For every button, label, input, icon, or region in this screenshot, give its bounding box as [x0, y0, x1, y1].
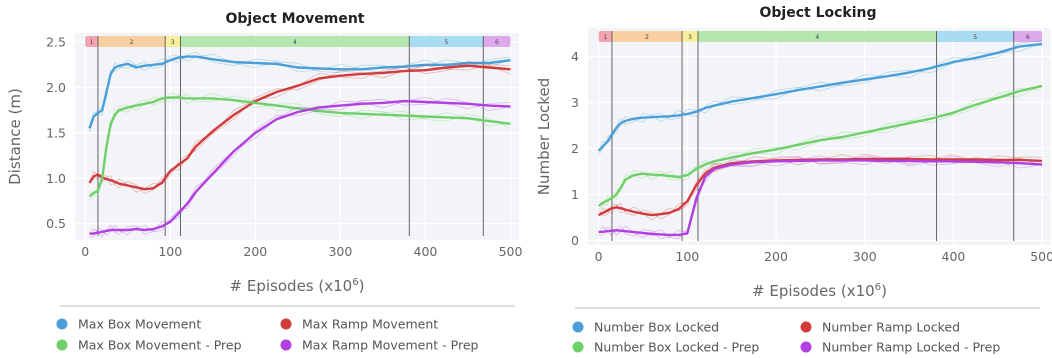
legend-label-number-box-locked: Number Box Locked: [594, 320, 719, 335]
y-tick-label: 1: [571, 187, 579, 202]
series-line-max-box-movement-prep: [88, 96, 511, 198]
phase-label-2: 2: [130, 39, 134, 46]
legend-label-number-ramp-locked: Number Ramp Locked: [822, 320, 960, 335]
legend-marker-number-box-locked: [572, 321, 584, 333]
phase-label-4: 4: [815, 34, 819, 41]
series-line-number-ramp-locked: [598, 157, 1043, 217]
series-line-max-ramp-movement: [88, 64, 511, 191]
y-tick-label: 4: [571, 49, 579, 64]
legend-marker-number-ramp-locked: [800, 321, 812, 333]
phase-band-4: [697, 31, 937, 42]
phase-band-5: [409, 36, 484, 47]
phase-label-5: 5: [444, 39, 448, 46]
phase-label-4: 4: [293, 39, 297, 46]
object-movement-chart: 1 2 3 4 5 6 0 100 200 300 400 500 0.5 1.0 1.5 2.0 2.5 Obj…: [6, 11, 522, 353]
x-axis-label: # Episodes (x106): [230, 277, 365, 295]
x-tick-label: 300: [328, 244, 352, 259]
object-locking-chart: 1 2 3 4 5 6 0 100 200 300 400 500 0 1 2 3 4 Object Lockin…: [535, 5, 1052, 355]
y-axis-label: Number Locked: [535, 78, 553, 195]
series-line-number-box-locked: [597, 42, 1043, 152]
phase-band-4: [180, 36, 410, 47]
legend-marker-max-box-movement-prep: [56, 339, 68, 351]
phase-label-5: 5: [973, 34, 977, 41]
legend-label-max-ramp-movement: Max Ramp Movement: [302, 317, 438, 332]
phase-label-6: 6: [495, 39, 499, 46]
legend-label-number-ramp-locked-prep: Number Ramp Locked - Prep: [822, 340, 1000, 355]
phase-band-6: [483, 36, 511, 47]
y-tick-label: 3: [571, 95, 579, 110]
phase-label-3: 3: [171, 39, 175, 46]
y-tick-label: 1.5: [46, 125, 66, 140]
x-tick-label: 0: [81, 244, 89, 259]
phase-label-1: 1: [90, 39, 94, 46]
legend-label-max-box-movement-prep: Max Box Movement - Prep: [78, 338, 242, 353]
x-tick-label: 200: [243, 244, 267, 259]
x-tick-label: 500: [1030, 249, 1052, 264]
phase-band-5: [936, 31, 1014, 42]
legend-marker-number-ramp-locked-prep: [800, 341, 812, 353]
phase-label-6: 6: [1026, 34, 1030, 41]
phase-band-2: [97, 36, 166, 47]
legend-label-max-box-movement: Max Box Movement: [78, 317, 201, 332]
y-tick-label: 2: [571, 141, 579, 156]
phase-band-2: [611, 31, 683, 42]
y-tick-label: 0: [571, 233, 579, 248]
x-tick-label: 400: [414, 244, 438, 259]
legend-marker-max-box-movement: [56, 318, 68, 330]
phase-band-6: [1013, 31, 1043, 42]
chart-title: Object Locking: [759, 5, 876, 21]
x-tick-label: 100: [675, 249, 699, 264]
y-tick-label: 2.5: [46, 35, 66, 50]
legend-label-number-box-locked-prep: Number Box Locked - Prep: [594, 340, 759, 355]
series-line-max-box-movement: [88, 55, 511, 129]
y-tick-label: 0.5: [46, 216, 66, 231]
phase-label-1: 1: [603, 34, 607, 41]
x-tick-label: 400: [942, 249, 966, 264]
x-axis-label: # Episodes (x106): [752, 282, 887, 300]
x-tick-label: 0: [595, 249, 603, 264]
phase-label-2: 2: [645, 34, 649, 41]
legend-marker-max-ramp-movement-prep: [280, 339, 292, 351]
series-line-number-box-locked-prep: [597, 84, 1043, 207]
chart-title: Object Movement: [226, 11, 365, 27]
phase-band-1: [85, 36, 98, 47]
x-tick-label: 300: [853, 249, 877, 264]
y-axis-label: Distance (m): [6, 88, 24, 185]
plot-area: [588, 28, 1051, 245]
y-tick-label: 1.0: [46, 171, 66, 186]
phase-band-1: [598, 31, 612, 42]
x-tick-label: 100: [158, 244, 182, 259]
series-line-number-ramp-locked-prep: [598, 159, 1043, 237]
legend-marker-number-box-locked-prep: [572, 341, 584, 353]
legend-label-max-ramp-movement-prep: Max Ramp Movement - Prep: [302, 338, 479, 353]
phase-band-3: [165, 36, 181, 47]
phase-label-3: 3: [688, 34, 692, 41]
legend-marker-max-ramp-movement: [280, 318, 292, 330]
x-tick-label: 200: [764, 249, 788, 264]
phase-band-3: [682, 31, 698, 42]
y-tick-label: 2.0: [46, 80, 66, 95]
x-tick-label: 500: [499, 244, 523, 259]
series-line-max-ramp-movement-prep: [89, 99, 511, 235]
